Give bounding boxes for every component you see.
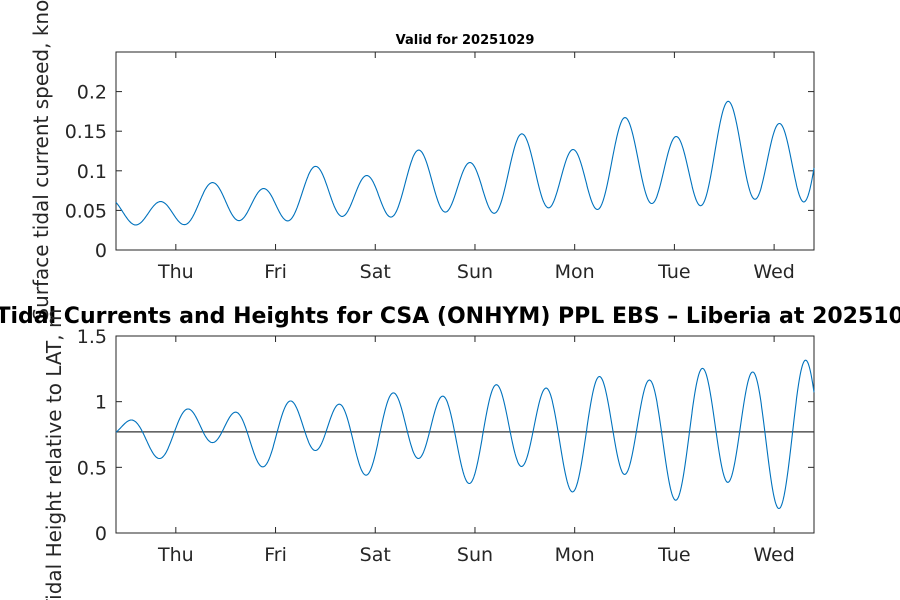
tidal-height-xtick-label: Mon <box>555 544 595 566</box>
tidal-height-ytick-label: 1.5 <box>77 326 107 348</box>
main-chart-title: Tidal Currents and Heights for CSA (ONHY… <box>0 304 900 329</box>
tidal-height-ytick-label: 0 <box>95 523 107 545</box>
tidal-height-xtick-label: Sat <box>360 544 391 566</box>
current-speed-ylabel: Surface tidal current speed, knots <box>29 0 53 321</box>
current-speed-xtick-label: Tue <box>657 261 690 283</box>
current-speed-ytick-label: 0 <box>95 240 107 262</box>
tidal-height-xtick-label: Sun <box>457 544 493 566</box>
tidal-height-xtick-label: Wed <box>753 544 794 566</box>
tidal-height-axes <box>115 335 815 534</box>
tidal-height-xtick-label: Fri <box>264 544 287 566</box>
current-speed-series-line <box>115 100 815 226</box>
current-speed-title: Valid for 20251029 <box>396 33 535 48</box>
tidal-height-ytick-label: 1 <box>95 392 107 414</box>
current-speed-ytick-label: 0.05 <box>65 200 107 222</box>
current-speed-ytick-label: 0.2 <box>77 82 107 104</box>
tidal-height-ylabel: Tidal Height relative to LAT, m <box>42 309 66 600</box>
tidal-height-panel: 0 0.5 1 1.5 Thu Fri Sat Sun Mon Tue Wed Tidal Cur… <box>0 304 900 600</box>
tidal-height-ytick-label: 0.5 <box>77 457 107 479</box>
current-speed-xtick-label: Sat <box>360 261 391 283</box>
current-speed-xtick-label: Wed <box>753 261 794 283</box>
current-speed-xtick-label: Mon <box>555 261 595 283</box>
current-speed-ytick-label: 0.15 <box>65 121 107 143</box>
tidal-height-series-line <box>115 359 815 510</box>
current-speed-panel: 0 0.05 0.1 0.15 0.2 Thu Fri Sat Sun Mon Tue Wed Va… <box>29 0 815 321</box>
current-speed-xtick-label: Sun <box>457 261 493 283</box>
current-speed-xtick-label: Fri <box>264 261 287 283</box>
tidal-height-xtick-label: Tue <box>657 544 690 566</box>
current-speed-ytick-label: 0.1 <box>77 161 107 183</box>
current-speed-axes <box>115 51 815 251</box>
tidal-height-xtick-label: Thu <box>157 544 194 566</box>
current-speed-xtick-label: Thu <box>157 261 194 283</box>
